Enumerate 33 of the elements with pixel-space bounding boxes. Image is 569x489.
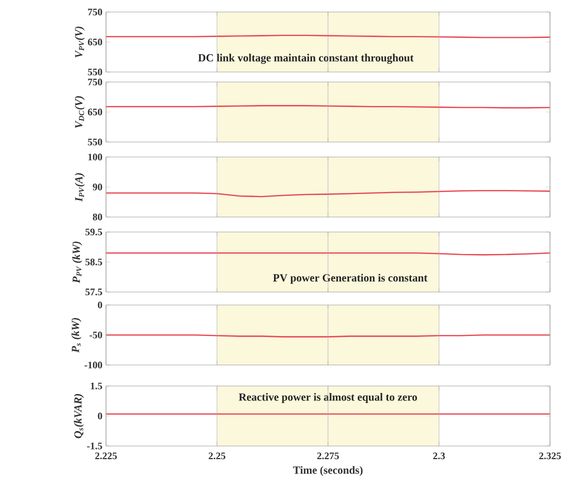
y-tick-label: -1.5	[87, 442, 102, 450]
y-tick-label: 90	[92, 184, 102, 190]
y-tick-label: -100	[84, 362, 102, 368]
y-tick-label: 0	[98, 302, 102, 308]
annotation: DC link voltage maintain constant throughout	[198, 54, 414, 64]
y-tick-label: 650	[88, 38, 102, 46]
y-tick-label: 550	[88, 138, 102, 146]
y-tick-label: 750	[88, 8, 102, 16]
y-tick-label: 550	[88, 68, 102, 76]
y-axis-title: V$_{DC}$(V)	[74, 96, 85, 128]
annotation: PV power Generation is constant	[273, 274, 428, 284]
y-tick-label: 100	[88, 154, 102, 160]
y-tick-label: 80	[92, 214, 102, 220]
y-tick-label: 57.5	[85, 288, 102, 296]
x-tick-label: 2.225	[95, 452, 117, 460]
x-tick-label: 2.325	[539, 452, 561, 460]
y-tick-label: 58.5	[85, 258, 102, 266]
y-tick-label: 0	[98, 412, 102, 420]
x-tick-label: 2.275	[317, 452, 339, 460]
x-axis-title: Time (seconds)	[293, 466, 363, 476]
y-tick-label: 750	[88, 78, 102, 86]
y-tick-label: 1.5	[90, 382, 102, 390]
x-tick-label: 2.3	[433, 452, 445, 460]
y-tick-label: 59.5	[85, 228, 102, 236]
annotation: Reactive power is almost equal to zero	[238, 393, 417, 403]
y-tick-label: -50	[90, 332, 102, 338]
y-axis-title: I$_{PV}$(A)	[74, 173, 85, 202]
x-tick-label: 2.25	[208, 452, 226, 460]
y-tick-label: 650	[88, 108, 102, 116]
y-axis-title: P$_{s}$ (kW)	[71, 318, 82, 353]
y-axis-title: P$_{PV}$ (kW)	[72, 242, 82, 284]
y-axis-title: Q$_{s}$(kVAR)	[74, 394, 84, 438]
y-axis-title: V$_{PV}$(V)	[74, 26, 85, 58]
